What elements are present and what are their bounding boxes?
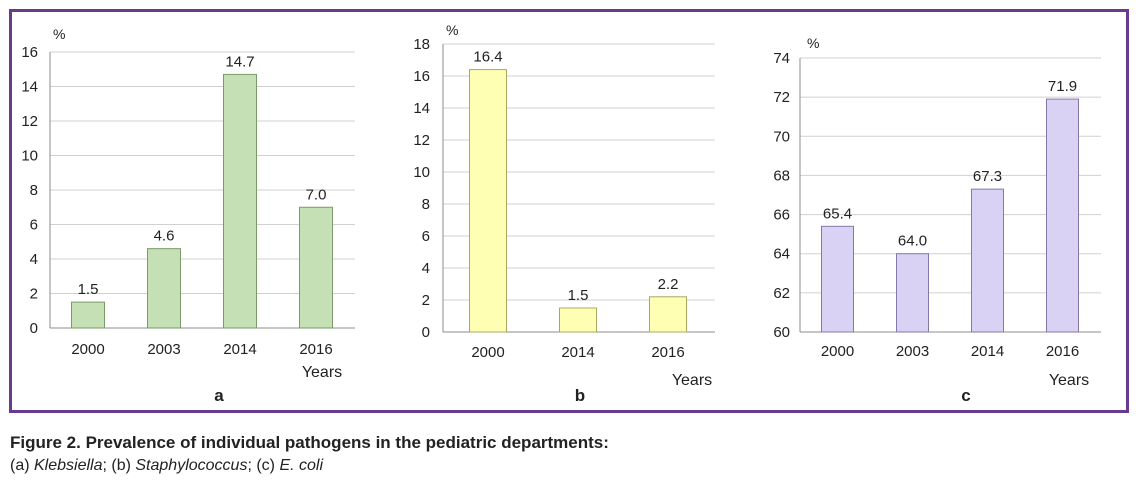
figure-subtitle: (a) Klebsiella; (b) Staphylococcus; (c) … (10, 454, 609, 477)
y-tick-label: 74 (773, 50, 790, 67)
y-tick-label: 16 (21, 44, 38, 61)
x-tick-label: 2000 (71, 341, 104, 358)
y-tick-label: 14 (413, 100, 430, 117)
x-axis-label: Years (1049, 372, 1089, 389)
y-tick-label: 8 (30, 182, 38, 199)
data-label: 4.6 (154, 228, 175, 245)
data-label: 71.9 (1048, 78, 1077, 95)
y-tick-label: 68 (773, 167, 790, 184)
bar (971, 188, 1004, 333)
panel-label: c (961, 386, 970, 405)
y-tick-label: 18 (413, 36, 430, 53)
data-label: 14.7 (225, 53, 254, 70)
y-tick-label: 6 (422, 228, 430, 245)
subtitle-segment: ; (b) (102, 457, 136, 474)
y-axis-unit: % (446, 22, 458, 38)
x-axis-label: Years (302, 364, 342, 381)
x-tick-label: 2016 (1046, 343, 1079, 360)
data-label: 64.0 (898, 233, 927, 250)
y-tick-label: 16 (413, 68, 430, 85)
figure-caption: Figure 2. Prevalence of individual patho… (10, 431, 609, 477)
y-tick-label: 0 (30, 320, 38, 337)
y-tick-label: 4 (30, 251, 38, 268)
y-tick-label: 2 (30, 286, 38, 303)
data-label: 65.4 (823, 205, 852, 222)
y-axis-unit: % (807, 35, 819, 51)
bar (649, 296, 687, 333)
y-tick-label: 14 (21, 79, 38, 96)
bar (896, 253, 929, 333)
y-tick-label: 0 (422, 324, 430, 341)
y-tick-label: 62 (773, 285, 790, 302)
subtitle-segment: ; (c) (247, 457, 280, 474)
figure-frame (9, 9, 1129, 413)
data-label: 7.0 (306, 186, 327, 203)
bar (559, 307, 597, 333)
x-tick-label: 2000 (821, 343, 854, 360)
y-tick-label: 12 (413, 132, 430, 149)
y-tick-label: 66 (773, 207, 790, 224)
y-tick-label: 12 (21, 113, 38, 130)
x-tick-label: 2016 (651, 344, 684, 361)
y-tick-label: 60 (773, 324, 790, 341)
y-tick-label: 64 (773, 246, 790, 263)
bar (71, 301, 105, 329)
bar (223, 73, 257, 329)
chart-panel-a: 0 2 4 6 8 10 12 14 16% 1.5 2000 4.6 2003 14.7 2014 7.0 2… (21, 26, 355, 405)
bar (469, 69, 507, 333)
x-tick-label: 2000 (471, 344, 504, 361)
subtitle-segment: E. coli (279, 457, 324, 474)
data-label: 2.2 (658, 276, 679, 293)
y-tick-label: 72 (773, 89, 790, 106)
subtitle-segment: Klebsiella (34, 457, 103, 474)
chart-panel-b: 0 2 4 6 8 10 12 14 16 18% 16.4 2000 1.5 2014 2.2 2016 Ye… (413, 22, 715, 405)
data-label: 16.4 (473, 49, 502, 66)
data-label: 67.3 (973, 168, 1002, 185)
y-tick-label: 2 (422, 292, 430, 309)
charts-svg: 0246810121416%1.520004.6200314.720147.02… (21, 22, 1101, 405)
panel-label: a (214, 386, 224, 405)
x-tick-label: 2016 (299, 341, 332, 358)
x-tick-label: 2003 (896, 343, 929, 360)
y-tick-label: 70 (773, 128, 790, 145)
data-label: 1.5 (78, 281, 99, 298)
chart-panel-c: 60 62 64 66 68 70 72 74% 65.4 2000 64.0 2003 67.3 201… (773, 35, 1101, 405)
x-tick-label: 2014 (561, 344, 594, 361)
y-tick-label: 10 (413, 164, 430, 181)
y-tick-label: 6 (30, 217, 38, 234)
figure-title: Figure 2. Prevalence of individual patho… (10, 433, 609, 452)
y-tick-label: 8 (422, 196, 430, 213)
bar (147, 248, 181, 329)
bar (821, 225, 854, 333)
y-tick-label: 10 (21, 148, 38, 165)
subtitle-segment: (a) (10, 457, 34, 474)
data-label: 1.5 (568, 287, 589, 304)
bar (299, 206, 333, 329)
x-axis-label: Years (672, 372, 712, 389)
x-tick-label: 2014 (971, 343, 1004, 360)
y-tick-label: 4 (422, 260, 430, 277)
bar (1046, 98, 1079, 333)
x-tick-label: 2014 (223, 341, 256, 358)
subtitle-segment: Staphylococcus (135, 457, 248, 474)
panel-label: b (575, 386, 585, 405)
x-tick-label: 2003 (147, 341, 180, 358)
y-axis-unit: % (53, 26, 65, 42)
